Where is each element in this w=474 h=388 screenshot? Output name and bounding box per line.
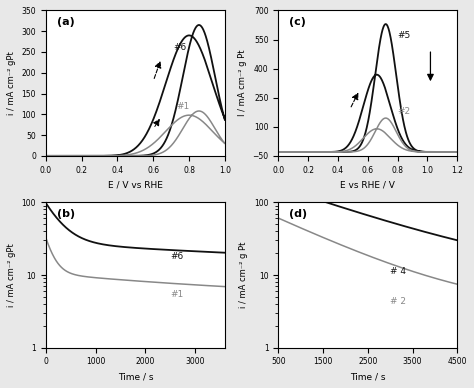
Text: #2: #2	[398, 107, 411, 116]
Text: #1: #1	[176, 102, 190, 111]
X-axis label: E vs RHE / V: E vs RHE / V	[340, 180, 395, 189]
Text: # 4: # 4	[390, 267, 406, 275]
Text: #1: #1	[170, 290, 183, 299]
Text: #5: #5	[398, 31, 411, 40]
Text: #6: #6	[170, 252, 183, 261]
Y-axis label: i / mA cm⁻² gPt: i / mA cm⁻² gPt	[7, 243, 16, 307]
X-axis label: E / V vs RHE: E / V vs RHE	[108, 180, 163, 189]
X-axis label: Time / s: Time / s	[350, 372, 385, 381]
Text: (c): (c)	[289, 17, 306, 27]
Text: (b): (b)	[56, 209, 75, 219]
Text: # 2: # 2	[390, 297, 406, 306]
Text: (a): (a)	[56, 17, 74, 27]
Y-axis label: i / mA cm⁻² gPt: i / mA cm⁻² gPt	[7, 51, 16, 115]
Text: (d): (d)	[289, 209, 307, 219]
Y-axis label: I / mA cm⁻² g Pt: I / mA cm⁻² g Pt	[238, 50, 247, 116]
X-axis label: Time / s: Time / s	[118, 372, 153, 381]
Y-axis label: i / mA cm⁻² g Pt: i / mA cm⁻² g Pt	[239, 242, 248, 308]
Text: #6: #6	[173, 43, 186, 52]
